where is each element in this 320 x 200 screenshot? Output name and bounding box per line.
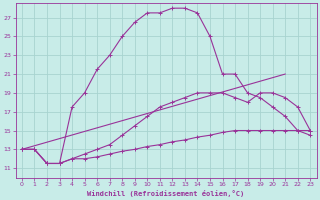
X-axis label: Windchill (Refroidissement éolien,°C): Windchill (Refroidissement éolien,°C) xyxy=(87,190,245,197)
